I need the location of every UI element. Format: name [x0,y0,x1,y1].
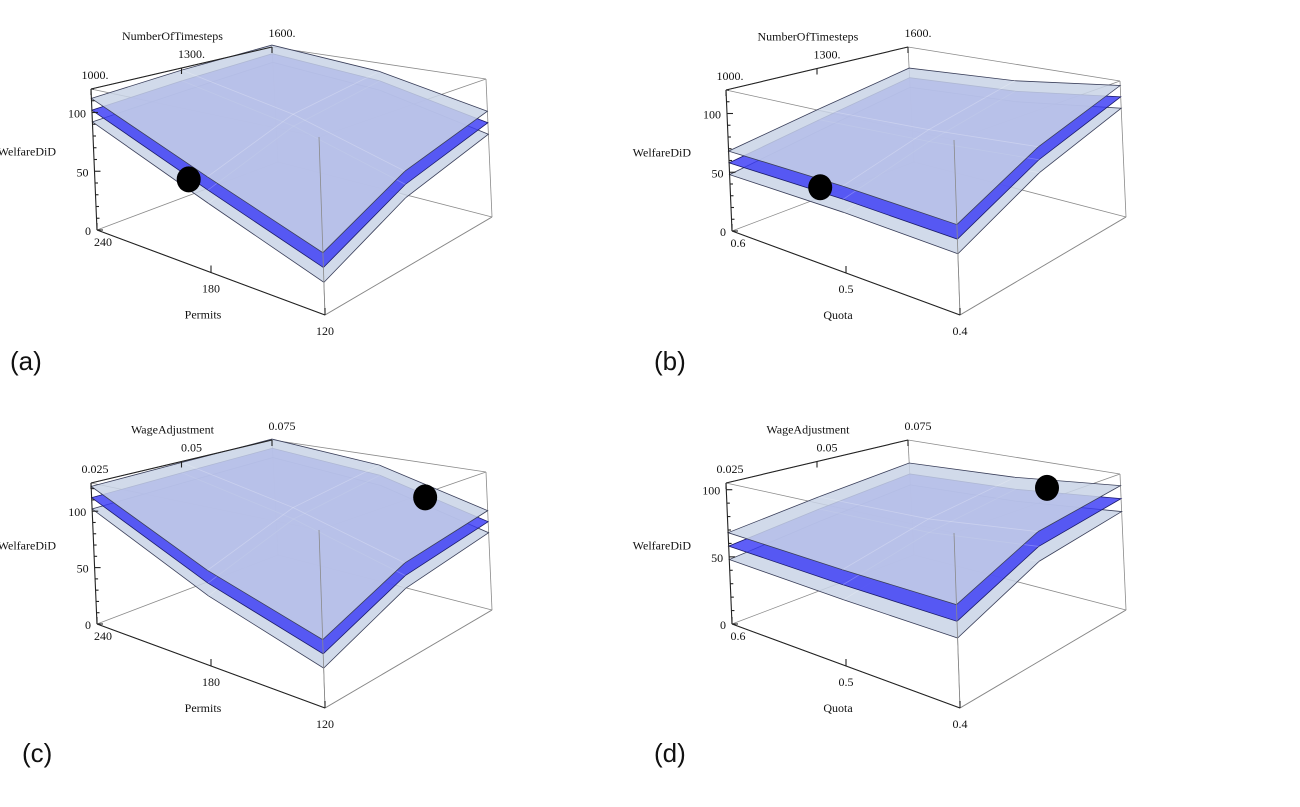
y-axis-label: WageAdjustment [131,423,215,437]
box-edge-front [953,532,961,709]
marker-point [808,174,833,201]
x-tick-label: 0.5 [839,282,854,296]
upper-bound-surface-mesh [818,496,1039,533]
y-axis-label: NumberOfTimesteps [757,30,858,44]
x-tick-label: 120 [316,324,334,338]
z-axis-label: WelfareDiD [0,145,56,159]
box-edge [271,439,487,473]
upper-bound-surface-mesh [181,462,406,564]
panel-c: 240 180 120 0.025 0.05 0.075 0 50 100 Permits Wage… [0,419,493,768]
x-tick-label: 0.4 [953,324,968,338]
panel-d: 0.6 0.5 0.4 0.025 0.05 0.075 0 50 100 Quota WageAd… [633,419,1127,768]
panel-b: 0.6 0.5 0.4 1000. 1300. 1600. 0 50 100 Quota Numbe… [633,26,1127,376]
upper-bound-surface [726,462,1122,606]
panel-label: (c) [22,738,52,768]
y-tick-label: 0.025 [717,462,744,476]
x-tick-label: 0.6 [731,629,746,643]
z-tick-label: 100 [703,108,721,122]
box-edge-front [953,139,961,316]
z-tick-label: 0 [720,225,726,239]
box-edge-front [318,529,326,709]
box-edge [1119,80,1127,218]
x-axis-label: Quota [823,701,853,715]
z-tick-label: 100 [68,505,86,519]
upper-bound-surface-mesh [181,69,406,172]
upper-bound-surface [727,67,1122,226]
y-tick-label: 1000. [82,68,109,82]
y-tick-label: 1300. [178,47,205,61]
z-tick-label: 50 [712,166,724,180]
y-tick-label: 0.075 [905,419,932,433]
panel-a: 240 180 120 1000. 1300. 1600. 0 50 100 Permits Num… [0,26,493,376]
box-edge [907,439,1121,475]
y-tick-label: 1000. [717,69,744,83]
panel-label: (a) [10,346,42,376]
z-tick-label: 0 [85,618,91,632]
box-edge [1119,473,1127,611]
upper-bound-surface-mesh [842,80,1015,187]
upper-bound-surface-mesh [818,108,1039,148]
box-edge [485,471,493,611]
upper-bound-surface-mesh [207,71,380,178]
x-tick-label: 0.4 [953,717,968,731]
x-axis-label: Permits [185,308,222,322]
z-axis-line [725,482,733,625]
x-tick-label: 180 [202,282,220,296]
box-edge-front [324,609,493,709]
z-tick-label: 0 [720,618,726,632]
upper-bound-surface-mesh [842,476,1016,571]
x-axis-label: Quota [823,308,853,322]
box-edge [907,46,1121,82]
z-tick-label: 50 [77,165,89,179]
y-tick-label: 0.05 [181,441,202,455]
z-axis-label: WelfareDiD [633,146,692,160]
marker-point [413,484,438,511]
y-tick-label: 0.025 [82,462,109,476]
panel-label: (d) [654,738,686,768]
box-edge [485,78,493,218]
y-tick-label: 1600. [269,26,296,40]
y-axis-label: NumberOfTimesteps [122,29,223,43]
z-tick-label: 50 [77,562,89,576]
y-tick-label: 1300. [814,48,841,62]
z-tick-label: 0 [85,224,91,238]
upper-bound-surface [90,44,489,254]
x-tick-label: 180 [202,675,220,689]
box-edge-front [318,136,326,316]
x-tick-label: 240 [94,629,112,643]
z-tick-label: 100 [68,107,86,121]
z-axis-line [90,482,98,625]
x-tick-label: 240 [94,235,112,249]
y-tick-label: 0.075 [269,419,296,433]
x-axis-label: Permits [185,701,222,715]
marker-point [176,166,201,193]
box-edge [271,46,487,80]
y-tick-label: 0.05 [817,441,838,455]
y-tick-label: 1600. [905,26,932,40]
z-axis-label: WelfareDiD [633,539,692,553]
upper-bound-surface-mesh [207,464,380,571]
z-axis-label: WelfareDiD [0,539,56,553]
x-tick-label: 0.6 [731,236,746,250]
x-tick-label: 120 [316,717,334,731]
y-axis-label: WageAdjustment [766,423,850,437]
box-edge-front [959,216,1127,316]
z-tick-label: 100 [702,484,720,498]
panel-label: (b) [654,346,686,376]
marker-point [1035,474,1059,501]
z-tick-label: 50 [711,551,723,565]
box-edge-front [324,216,493,316]
x-tick-label: 0.5 [839,675,854,689]
box-edge-front [959,609,1127,709]
